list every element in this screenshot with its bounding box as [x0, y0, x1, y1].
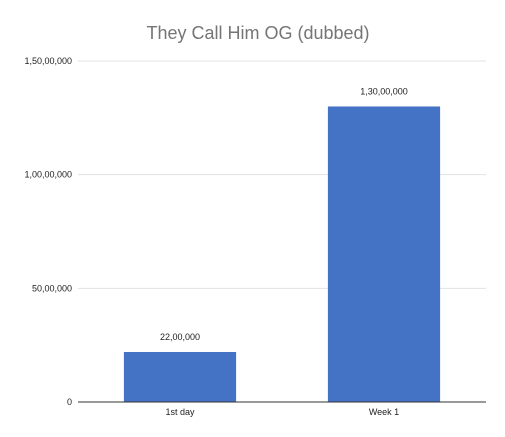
data-label: 1,30,00,000 — [360, 86, 408, 96]
x-tick-label: Week 1 — [369, 407, 399, 417]
y-tick-label: 50,00,000 — [32, 283, 72, 293]
y-tick-label: 1,00,00,000 — [24, 170, 72, 180]
x-tick-label: 1st day — [165, 407, 195, 417]
x-axis-ticks: 1st day Week 1 — [165, 407, 399, 417]
chart-title: They Call Him OG (dubbed) — [146, 23, 369, 43]
y-tick-label: 0 — [67, 397, 72, 407]
data-label: 22,00,000 — [160, 332, 200, 342]
bars — [123, 106, 441, 402]
y-axis-ticks: 0 50,00,000 1,00,00,000 1,50,00,000 — [24, 56, 72, 407]
bar — [123, 351, 237, 402]
data-labels: 22,00,000 1,30,00,000 — [160, 86, 408, 342]
y-tick-label: 1,50,00,000 — [24, 56, 72, 66]
bar — [327, 106, 441, 402]
